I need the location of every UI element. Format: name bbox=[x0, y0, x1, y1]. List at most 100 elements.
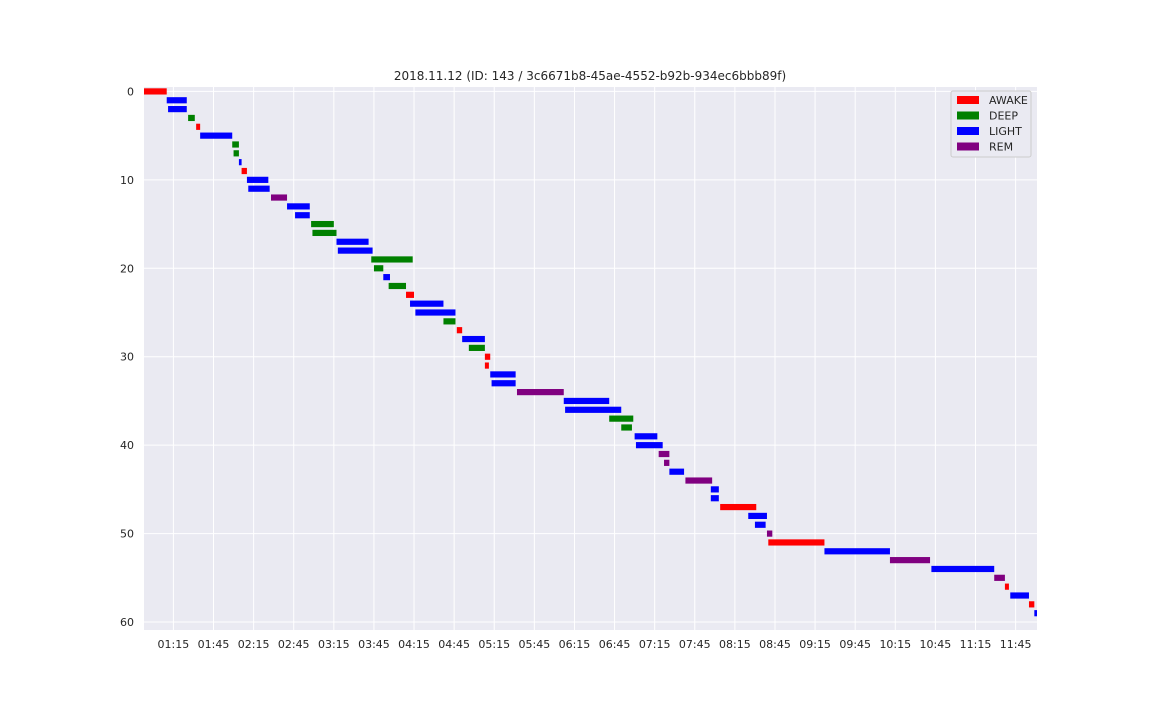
segment-bar-rem bbox=[270, 194, 288, 201]
x-tick-label: 10:45 bbox=[920, 638, 952, 651]
segment-bar-rem bbox=[685, 477, 713, 484]
y-tick-label: 30 bbox=[120, 351, 134, 364]
segment-bar-light bbox=[383, 274, 390, 281]
segment-bar-light bbox=[462, 335, 485, 343]
segment-bar-awake bbox=[484, 353, 491, 360]
segment-bar-light bbox=[287, 203, 310, 210]
segment-bar-light bbox=[168, 106, 187, 113]
y-tick-label: 20 bbox=[120, 262, 134, 275]
x-tick-label: 11:15 bbox=[960, 638, 992, 651]
y-tick-label: 0 bbox=[127, 85, 134, 98]
legend-swatch-deep bbox=[957, 111, 979, 120]
segment-bar-deep bbox=[373, 265, 384, 272]
segment-bar-deep bbox=[609, 415, 634, 422]
x-tick-label: 10:15 bbox=[879, 638, 911, 651]
segment-bar-awake bbox=[196, 123, 201, 130]
legend-label-awake: AWAKE bbox=[989, 94, 1028, 107]
legend-swatch-rem bbox=[957, 142, 979, 151]
segment-bar-deep bbox=[233, 150, 239, 157]
legend-label-deep: DEEP bbox=[989, 110, 1018, 123]
segment-bar-light bbox=[336, 238, 369, 245]
x-tick-label: 02:15 bbox=[238, 638, 270, 651]
segment-bar-light bbox=[238, 159, 242, 166]
segment-bar-deep bbox=[621, 424, 632, 431]
segment-bar-awake bbox=[1028, 601, 1035, 608]
x-tick-label: 05:15 bbox=[478, 638, 510, 651]
x-tick-label: 04:45 bbox=[438, 638, 470, 651]
x-tick-label: 07:45 bbox=[679, 638, 711, 651]
segment-bar-deep bbox=[371, 256, 413, 263]
segment-bar-light bbox=[200, 132, 233, 139]
legend-frame bbox=[950, 90, 1032, 158]
segment-bar-light bbox=[246, 176, 269, 183]
y-tick-label: 40 bbox=[120, 439, 134, 452]
segment-bar-deep bbox=[188, 114, 195, 122]
x-tick-label: 01:15 bbox=[158, 638, 190, 651]
segment-bar-awake bbox=[720, 503, 757, 511]
y-tick-label: 60 bbox=[120, 616, 134, 629]
segment-bar-awake bbox=[144, 88, 167, 95]
segment-bars bbox=[144, 88, 1037, 617]
segment-bar-light bbox=[563, 397, 610, 405]
segment-bar-rem bbox=[766, 530, 773, 537]
segment-bar-light bbox=[415, 309, 456, 316]
x-tick-label: 03:15 bbox=[318, 638, 350, 651]
x-tick-label: 04:15 bbox=[398, 638, 430, 651]
segment-bar-awake bbox=[241, 167, 247, 175]
segment-bar-awake bbox=[406, 291, 415, 298]
legend-label-light: LIGHT bbox=[989, 125, 1022, 138]
x-tick-label: 03:45 bbox=[358, 638, 390, 651]
segment-bar-awake bbox=[768, 539, 825, 546]
legend-label-rem: REM bbox=[989, 141, 1013, 154]
y-axis: 0 10 20 30 40 50 60 bbox=[120, 85, 134, 629]
segment-bar-awake bbox=[484, 362, 489, 369]
legend-swatch-light bbox=[957, 127, 979, 135]
segment-bar-rem bbox=[664, 459, 670, 466]
segment-bar-light bbox=[931, 565, 995, 573]
segment-bar-rem bbox=[889, 557, 931, 564]
segment-bar-deep bbox=[312, 229, 337, 237]
legend-swatch-awake bbox=[957, 96, 979, 104]
x-tick-label: 11:45 bbox=[1000, 638, 1032, 651]
segment-bar-light bbox=[295, 212, 310, 219]
segment-bar-deep bbox=[443, 318, 456, 325]
segment-bar-light bbox=[634, 433, 658, 440]
plot-area bbox=[144, 87, 1037, 630]
segment-bar-light bbox=[1010, 592, 1029, 599]
segment-bar-light bbox=[669, 468, 685, 475]
x-axis: 01:15 01:45 02:15 02:45 03:15 03:45 04:15 04:45… bbox=[158, 638, 1032, 651]
segment-bar-light bbox=[710, 495, 719, 502]
segment-bar-deep bbox=[388, 282, 407, 290]
segment-bar-light bbox=[337, 247, 373, 254]
segment-bar-rem bbox=[994, 574, 1005, 581]
segment-bar-light bbox=[410, 300, 444, 307]
segment-bar-deep bbox=[232, 141, 239, 148]
x-tick-label: 07:15 bbox=[639, 638, 671, 651]
y-tick-label: 10 bbox=[120, 174, 134, 187]
legend: AWAKE DEEP LIGHT REM bbox=[950, 90, 1032, 158]
x-tick-label: 05:45 bbox=[519, 638, 551, 651]
x-tick-label: 06:45 bbox=[599, 638, 631, 651]
segment-bar-light bbox=[490, 371, 516, 378]
segment-bar-deep bbox=[468, 344, 485, 351]
segment-bar-light bbox=[710, 486, 719, 493]
chart-title: 2018.11.12 (ID: 143 / 3c6671b8-45ae-4552… bbox=[394, 69, 786, 83]
x-tick-label: 06:15 bbox=[559, 638, 591, 651]
segment-bar-rem bbox=[658, 450, 670, 458]
x-tick-label: 02:45 bbox=[278, 638, 310, 651]
segment-bar-rem bbox=[516, 389, 564, 396]
x-tick-label: 09:45 bbox=[839, 638, 871, 651]
x-tick-label: 08:15 bbox=[719, 638, 751, 651]
segment-bar-light bbox=[1034, 610, 1037, 617]
segment-bar-awake bbox=[456, 327, 463, 334]
segment-bar-awake bbox=[1004, 583, 1009, 590]
y-tick-label: 50 bbox=[120, 528, 134, 541]
segment-bar-light bbox=[748, 512, 767, 520]
segment-bar-light bbox=[248, 185, 270, 192]
x-tick-label: 09:15 bbox=[799, 638, 831, 651]
x-tick-label: 08:45 bbox=[759, 638, 791, 651]
x-tick-label: 01:45 bbox=[198, 638, 230, 651]
segment-bar-light bbox=[565, 406, 622, 413]
segment-bar-deep bbox=[311, 220, 334, 228]
